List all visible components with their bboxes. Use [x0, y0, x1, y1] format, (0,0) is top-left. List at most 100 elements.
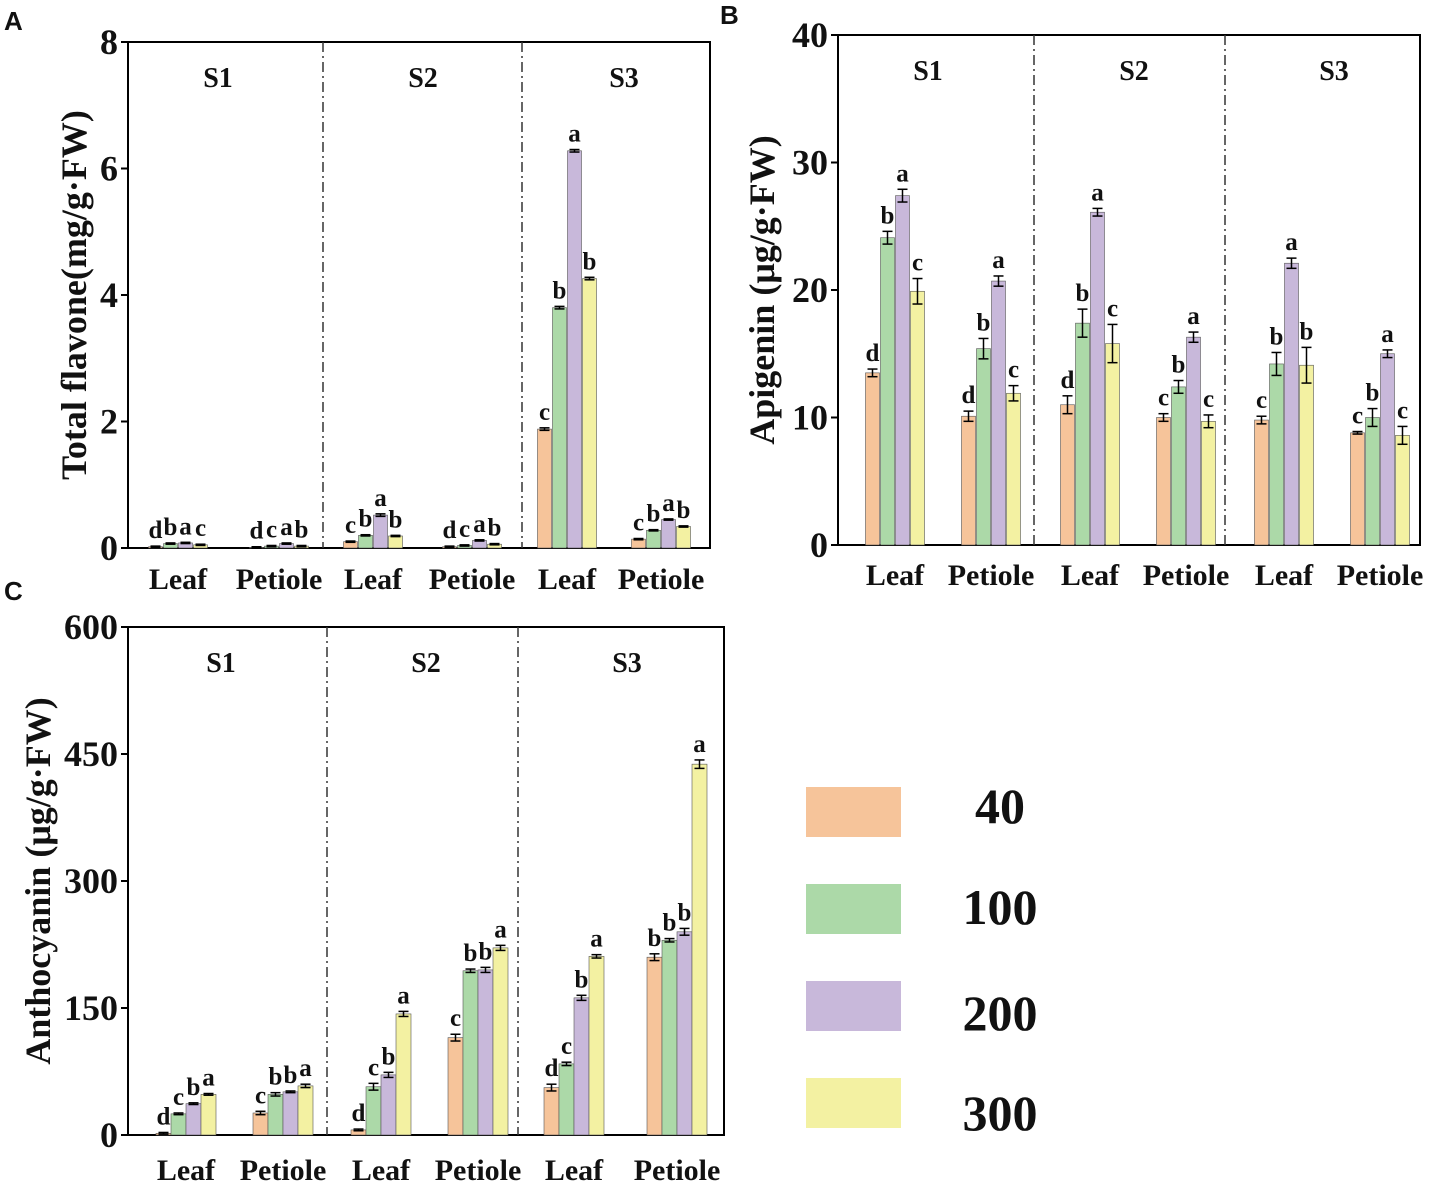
panel-a-significance-letter: b [647, 501, 661, 528]
panel-b-bar [961, 415, 976, 546]
panel-a-y-tick-label: 2 [100, 402, 118, 442]
panel-a-significance-letter: b [164, 514, 178, 541]
panel-a-significance-letter: b [677, 497, 691, 524]
panel-b-bar [880, 237, 895, 546]
panel-b-significance-letter: a [1091, 179, 1104, 206]
panel-b-bar [1365, 417, 1380, 546]
panel-a-bar [646, 529, 661, 549]
panel-b-significance-letter: b [1076, 280, 1090, 307]
panel-b-significance-letter: d [1061, 367, 1075, 394]
panel-c-plot-frame [127, 626, 725, 1136]
panel-a-significance-letter: c [459, 516, 470, 543]
panel-c-significance-letter: b [382, 1043, 396, 1070]
panel-b-significance-letter: c [1107, 295, 1118, 322]
panel-c-y-tick-label: 0 [100, 1115, 118, 1155]
panel-a-bar [537, 428, 552, 549]
panel-b-bar [1156, 417, 1171, 546]
panel-b-stage-label: S3 [1319, 56, 1349, 87]
panel-a-significance-letter: a [473, 511, 486, 538]
panel-c-x-category-label: Petiole [435, 1154, 522, 1187]
panel-a-significance-letter: c [195, 515, 206, 542]
panel-b-significance-letter: b [1270, 323, 1284, 350]
panel-c-bar [380, 1074, 397, 1136]
panel-c-significance-letter: b [269, 1064, 283, 1091]
panel-b-significance-letter: a [896, 160, 909, 187]
panel-c-bar [282, 1091, 299, 1136]
panel-a-y-tick-label: 0 [100, 528, 118, 568]
panel-a-significance-letter: b [488, 515, 502, 542]
panel-a-significance-letter: b [295, 516, 309, 543]
legend-label-200: 200 [963, 985, 1038, 1041]
panel-b-bar [976, 348, 991, 546]
panel-c-bar [646, 956, 663, 1136]
legend-swatch-40 [806, 787, 901, 837]
legend: 40 100 200 300 [806, 778, 1038, 1141]
panel-b-significance-letter: c [1352, 403, 1363, 430]
panel-c-bar [297, 1085, 314, 1136]
panel-a-significance-letter: a [568, 121, 581, 148]
panel-a-significance-letter: c [345, 512, 356, 539]
panel-letter-a: A [4, 6, 23, 36]
panel-a-x-category-label: Leaf [149, 563, 208, 596]
panel-b-y-tick-label: 40 [792, 15, 828, 55]
panel-a-bar [388, 535, 403, 549]
panel-b-bar [1006, 392, 1021, 546]
panel-c-bar [676, 931, 693, 1136]
panel-b-x-category-label: Petiole [948, 559, 1035, 592]
legend-label-300: 300 [963, 1085, 1038, 1141]
panel-c-significance-letter: b [284, 1062, 298, 1089]
panel-c-significance-letter: b [663, 910, 677, 937]
panel-b-bar [991, 280, 1006, 546]
panel-a-significance-letter: d [250, 518, 264, 545]
panel-c-y-tick-label: 150 [64, 988, 118, 1028]
panel-a-significance-letter: a [374, 485, 387, 512]
panel-a-x-category-label: Petiole [236, 563, 323, 596]
panel-b-significance-letter: c [1008, 357, 1019, 384]
panel-c-bar [252, 1112, 269, 1136]
panel-a-significance-letter: c [633, 510, 644, 537]
panel-b-bar [910, 290, 925, 546]
panel-c-significance-letter: a [590, 926, 603, 953]
panel-c-significance-letter: a [299, 1055, 312, 1082]
panel-c-significance-letter: c [450, 1005, 461, 1032]
legend-swatch-100 [806, 884, 901, 934]
panel-b-bar [1090, 211, 1105, 546]
panel-c-bar [543, 1087, 560, 1136]
panel-c-stage-label: S3 [612, 648, 642, 679]
panel-c-y-tick-label: 450 [64, 734, 118, 774]
panel-a-x-category-label: Leaf [344, 563, 403, 596]
panel-c-bar [477, 969, 494, 1136]
panel-b-significance-letter: b [1300, 318, 1314, 345]
panel-b-bar [1075, 322, 1090, 546]
panel-c-significance-letter: c [173, 1084, 184, 1111]
panel-c-x-category-label: Leaf [157, 1154, 216, 1187]
panel-a-significance-letter: b [389, 506, 403, 533]
panel-b-significance-letter: c [1203, 386, 1214, 413]
panel-c-bar [492, 947, 509, 1136]
panel-a-significance-letter: d [149, 517, 163, 544]
panel-a-y-tick-label: 6 [100, 149, 118, 189]
panel-b-significance-letter: d [962, 382, 976, 409]
panel-a-plot-frame [127, 41, 711, 549]
panel-a-x-category-label: Petiole [618, 563, 705, 596]
panel-b-plot-frame [837, 34, 1421, 546]
panel-b-significance-letter: a [992, 247, 1005, 274]
panel-c-bar [170, 1113, 187, 1136]
panel-c-significance-letter: b [479, 938, 493, 965]
panel-a-significance-letter: a [280, 514, 293, 541]
panel-a-bar [373, 514, 388, 549]
panel-b-significance-letter: b [881, 202, 895, 229]
panel-c-y-axis-label: Anthocyanin (μg/g·FW) [18, 697, 58, 1064]
panel-c-bar [462, 970, 479, 1136]
panel-c-bar [573, 997, 590, 1136]
panel-a-x-category-label: Petiole [429, 563, 516, 596]
panel-c-bar [395, 1013, 412, 1136]
panel-b-bar [1299, 364, 1314, 546]
panel-a-y-tick-label: 4 [100, 275, 118, 315]
panel-b-bar [1350, 432, 1365, 546]
panel-b-y-tick-label: 20 [792, 270, 828, 310]
panel-a-stage-label: S1 [203, 63, 233, 94]
panel-b-significance-letter: b [1366, 380, 1380, 407]
panel-c-y-tick-label: 600 [64, 607, 118, 647]
panel-a-y-tick-label: 8 [100, 22, 118, 62]
